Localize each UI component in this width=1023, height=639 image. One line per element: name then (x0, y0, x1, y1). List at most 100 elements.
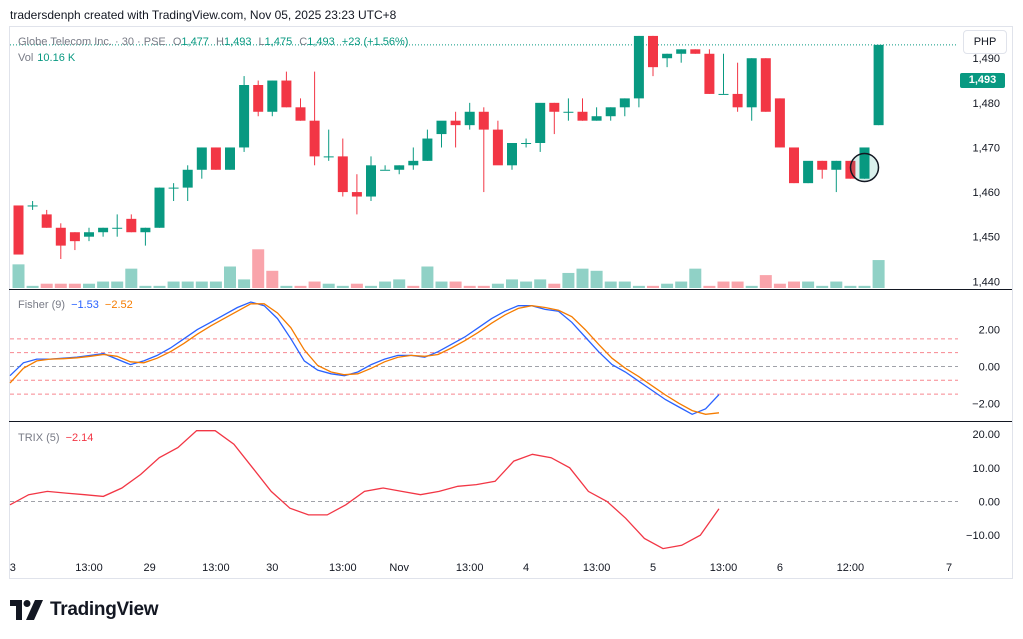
volume-bar (816, 285, 829, 288)
candle-body (168, 187, 179, 189)
currency-button[interactable]: PHP (963, 30, 1007, 54)
candle-body (831, 160, 842, 170)
volume-bar (844, 285, 857, 288)
trix-legend: TRIX (5) −2.14 (18, 432, 93, 444)
volume-bar (209, 281, 222, 288)
low-label: L (258, 36, 265, 48)
volume-bar (54, 283, 67, 288)
volume-bar (393, 279, 406, 288)
time-tick-label: 30 (266, 562, 278, 574)
tradingview-logo-text: TradingView (50, 599, 159, 620)
candle-body (648, 35, 658, 68)
trix-tick-label: 0.00 (979, 496, 1000, 508)
volume-bar (294, 285, 307, 288)
time-tick-label: 13:00 (583, 562, 611, 574)
candle-body (732, 93, 743, 108)
symbol-legend: Globe Telecom Inc. · 30 · PSE O1,477 H1,… (18, 36, 408, 48)
fisher-value: −1.53 (71, 299, 99, 311)
time-tick-label: 29 (144, 562, 156, 574)
candle-body (436, 120, 447, 135)
candle-body (295, 107, 306, 121)
high-value: 1,493 (223, 36, 252, 48)
candle-body (873, 44, 884, 126)
fisher-tick-label: 0.00 (979, 361, 1000, 373)
low-value: 1,475 (264, 36, 293, 48)
time-tick-label: 12:00 (837, 562, 865, 574)
trix-value: −2.14 (65, 432, 94, 444)
last-price-badge: 1,493 (960, 73, 1005, 88)
volume-bar (153, 285, 166, 288)
candle-body (774, 98, 785, 148)
price-tick-label: 1,460 (972, 187, 1000, 199)
candle-body (619, 98, 630, 108)
time-tick-label: 6 (777, 562, 783, 574)
volume-bar (266, 270, 279, 288)
volume-value: 10.16 K (37, 52, 76, 64)
volume-bar (336, 285, 349, 288)
candle-body (394, 165, 405, 170)
volume-bar (802, 281, 815, 288)
volume-bar (421, 266, 434, 288)
volume-bar (548, 283, 561, 288)
time-tick-label: 13:00 (202, 562, 230, 574)
volume-bar (661, 283, 674, 288)
candle-body (112, 227, 123, 229)
candle-body (577, 111, 588, 121)
time-tick-label: 3 (10, 562, 16, 574)
time-tick-label: 13:00 (710, 562, 738, 574)
time-tick-label: Nov (389, 562, 409, 574)
symbol-name[interactable]: Globe Telecom Inc. · 30 · PSE (18, 36, 166, 48)
trigger-line (9, 303, 720, 415)
candle-body (366, 165, 376, 197)
candle-body (267, 80, 278, 112)
candle-body (182, 169, 193, 188)
candle-body (478, 111, 489, 130)
candle-body (309, 120, 320, 157)
volume-bar (491, 283, 504, 288)
fisher-title[interactable]: Fisher (9) (18, 299, 66, 311)
candle-body (718, 93, 729, 95)
candle-body (281, 80, 292, 108)
candle-body (746, 58, 757, 108)
candle-body (789, 147, 799, 184)
candle-body (337, 156, 348, 193)
fisher-legend: Fisher (9) −1.53 −2.52 (18, 299, 133, 311)
volume-bar (224, 266, 236, 288)
close-label: C (299, 36, 308, 48)
volume-bar (280, 285, 293, 288)
volume-bar (40, 283, 53, 288)
candle-body (253, 85, 264, 112)
candle-body (69, 232, 80, 242)
volume-bar (181, 281, 194, 288)
candle-body (676, 49, 687, 54)
close-value: 1,493 (307, 36, 335, 48)
candle-body (633, 35, 644, 99)
candle-body (492, 129, 503, 166)
trix-title[interactable]: TRIX (5) (18, 432, 60, 444)
trigger-value: −2.52 (104, 299, 133, 311)
candle-body (196, 147, 207, 170)
volume-bar (590, 270, 603, 288)
price-tick-label: 1,480 (972, 98, 1000, 110)
volume-bar (252, 249, 265, 288)
candle-body (690, 49, 701, 54)
candle-body (41, 214, 52, 228)
volume-legend: Vol 10.16 K (18, 52, 75, 64)
volume-bar (68, 283, 81, 288)
volume-bar (759, 275, 772, 288)
volume-bar (407, 285, 420, 288)
volume-bar (632, 285, 645, 288)
volume-bar (111, 281, 124, 288)
trix-tick-label: −10.00 (966, 530, 1000, 542)
candle-body (225, 147, 235, 170)
trix-tick-label: 20.00 (972, 429, 1000, 441)
tradingview-logo[interactable]: TradingView (10, 598, 159, 622)
volume-bar (520, 281, 533, 288)
volume-bar (773, 283, 786, 288)
candle-body (662, 53, 673, 59)
highlight-circle (849, 152, 880, 183)
volume-bar (97, 281, 110, 288)
volume-bar (689, 268, 702, 288)
candle-body (351, 192, 362, 197)
